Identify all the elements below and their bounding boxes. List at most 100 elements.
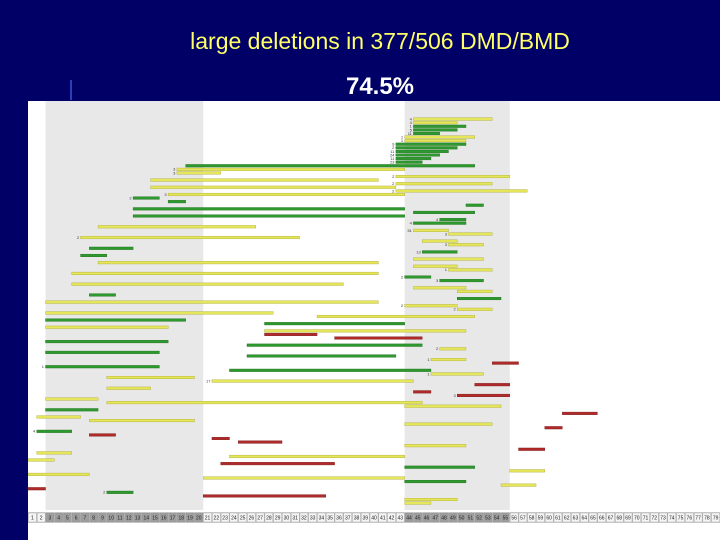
deletion-bar	[106, 490, 134, 494]
exon-tick-label: 7	[84, 516, 87, 522]
deletion-count-label: 4	[436, 217, 439, 222]
deletion-bar	[544, 426, 563, 430]
deletion-bar	[474, 383, 510, 387]
deletion-count-label: 3	[445, 231, 448, 236]
deletion-bar	[45, 397, 99, 401]
exon-cell	[606, 512, 615, 523]
exon-tick-label: 30	[284, 516, 290, 522]
deletion-bar	[413, 286, 467, 290]
deletion-bar	[413, 264, 458, 268]
exon-cell	[361, 512, 370, 523]
exon-tick-label: 62	[564, 516, 570, 522]
deletion-bar	[439, 218, 467, 222]
deletion-count-label: 2	[453, 307, 456, 312]
exon-tick-label: 27	[257, 516, 263, 522]
exon-cell	[641, 512, 650, 523]
deletion-count-label: 1	[401, 138, 404, 143]
exon-tick-label: 35	[327, 516, 333, 522]
deletion-bar	[220, 462, 335, 466]
exon-cell	[133, 512, 142, 523]
exon-tick-label: 51	[468, 516, 474, 522]
deletion-bar	[492, 361, 519, 365]
exon-tick-label: 66	[599, 516, 605, 522]
exon-tick-label: 25	[240, 516, 246, 522]
deletion-count-label: 2	[103, 490, 106, 495]
exon-tick-label: 40	[371, 516, 377, 522]
exon-tick-label: 15	[152, 516, 158, 522]
exon-cell	[282, 512, 291, 523]
exon-tick-label: 2	[40, 516, 43, 522]
deletion-count-label: 3	[445, 242, 448, 247]
deletion-bar	[316, 314, 475, 318]
exon-cell	[115, 512, 125, 523]
exon-tick-label: 56	[511, 516, 517, 522]
deletion-bar	[106, 401, 423, 405]
deletion-count-label: 4	[410, 120, 413, 125]
exon-tick-label: 33	[310, 516, 316, 522]
exon-tick-label: 63	[573, 516, 579, 522]
deletion-bar	[413, 221, 467, 225]
exon-cell	[422, 512, 431, 523]
deletion-count-label: 3	[173, 170, 176, 175]
deletion-bar	[202, 476, 405, 480]
exon-tick-label: 34	[319, 516, 325, 522]
deletion-bar	[413, 117, 493, 121]
deletion-bar	[80, 253, 108, 257]
deletion-bar	[106, 386, 151, 390]
exon-tick-label: 36	[336, 516, 342, 522]
deletion-bar	[28, 458, 55, 462]
exon-cell	[89, 512, 98, 523]
deletion-count-label: 11	[408, 131, 413, 136]
deletion-count-label: 2	[77, 235, 80, 240]
exon-cell	[369, 512, 379, 523]
exon-cell	[658, 512, 668, 523]
deletion-count-label: 3	[436, 278, 439, 283]
exon-cell	[247, 512, 256, 523]
deletion-bar	[97, 261, 379, 265]
deletion-count-label: 2	[392, 145, 395, 150]
exon-cell	[650, 512, 659, 523]
deletion-count-label: 51	[407, 228, 412, 233]
deletion-bar	[395, 153, 440, 157]
deletion-count-label: 2	[392, 174, 395, 179]
exon-cell	[466, 512, 475, 523]
exon-cell	[308, 512, 317, 523]
deletion-bar	[395, 182, 493, 186]
exon-tick-label: 47	[433, 516, 439, 522]
exon-tick-label: 5	[66, 516, 69, 522]
exon-tick-label: 20	[196, 516, 202, 522]
exon-cell	[317, 512, 326, 523]
deletion-bar	[465, 203, 484, 207]
exon-tick-label: 57	[520, 516, 526, 522]
exon-tick-label: 64	[581, 516, 587, 522]
deletion-bar	[211, 379, 414, 383]
deletion-bar	[413, 390, 432, 394]
deletion-bar	[229, 454, 405, 458]
deletion-bar	[132, 196, 160, 200]
exon-tick-label: 54	[494, 516, 500, 522]
exon-cell	[326, 512, 335, 523]
chart-panel: 4 4 1 5 11 1 1 9 2 11 24 11 23 3 3 2 2 2 3 2 4 4 51 3 2 3 13 1 2 3 2 2 2…	[28, 101, 720, 540]
deletion-count-label: 1	[401, 134, 404, 139]
exon-tick-label: 14	[143, 516, 149, 522]
deletion-count-label: 2	[401, 303, 404, 308]
deletion-bar	[395, 142, 467, 146]
deletion-bar	[413, 121, 458, 125]
exon-cell	[168, 512, 177, 523]
exon-cell	[474, 512, 484, 523]
exon-tick-label: 32	[301, 516, 307, 522]
exon-tick-label: 42	[389, 516, 395, 522]
deletion-bar	[413, 210, 475, 214]
deletion-bar	[264, 332, 318, 336]
deletion-count-label: 23	[390, 160, 395, 165]
deletion-bar	[404, 501, 432, 505]
deletion-bar	[457, 307, 493, 311]
exon-tick-label: 71	[643, 516, 649, 522]
deletion-bar	[448, 243, 484, 247]
deletion-bar	[457, 289, 493, 293]
slide-title: large deletions in 377/506 DMD/BMD	[190, 28, 570, 54]
exon-cell	[203, 512, 212, 523]
deletion-bar	[430, 372, 484, 376]
exon-cell	[273, 512, 282, 523]
deletion-count-label: 3	[164, 192, 167, 197]
